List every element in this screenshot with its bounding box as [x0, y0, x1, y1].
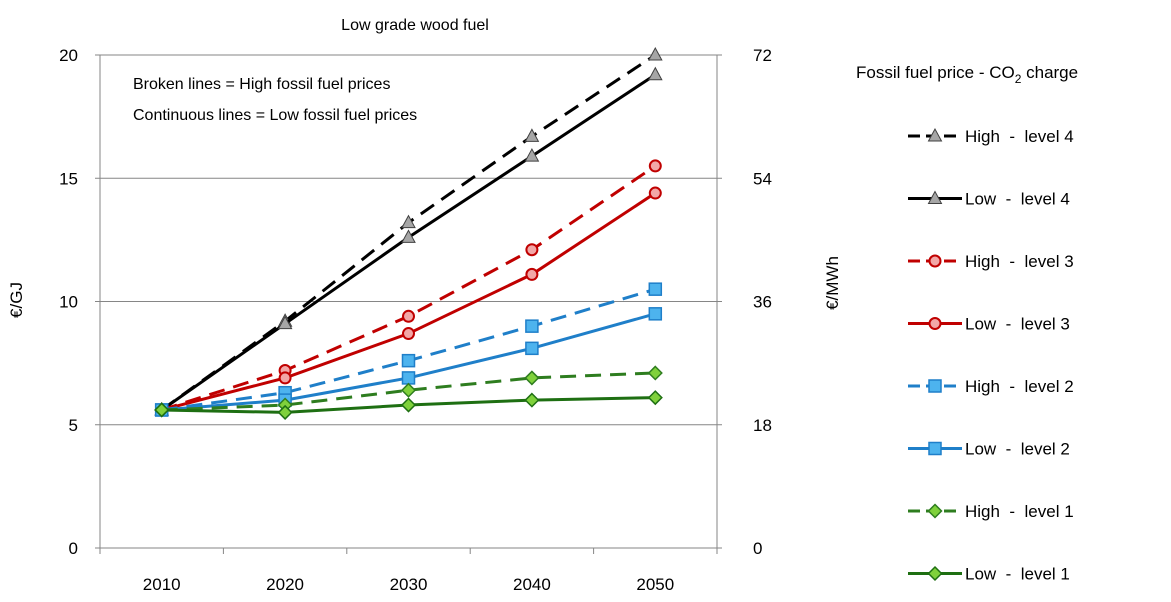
legend-marker-1 [927, 190, 943, 204]
legend-item-6: High - level 1 [908, 502, 1074, 521]
y-tick-label-2: 10 [59, 293, 78, 312]
series-2-point-3 [525, 243, 539, 257]
series-5-point-2 [401, 371, 416, 385]
x-tick-label-3: 2040 [513, 575, 551, 594]
series-7-point-2 [400, 397, 417, 413]
gridlines [100, 54, 717, 426]
series-7-point-0 [154, 402, 170, 418]
y2-tick-label-1: 18 [753, 416, 772, 435]
legend-title: Fossil fuel price - CO2 charge [856, 63, 1078, 86]
legend-item-3: Low - level 3 [908, 315, 1070, 334]
legend-marker-6 [927, 503, 943, 519]
series-1 [154, 66, 663, 416]
series-3-point-2 [402, 327, 415, 341]
legend-marker-2 [928, 254, 942, 268]
legend-marker-4 [928, 379, 942, 393]
series-0-point-3 [524, 128, 540, 142]
series-0-point-4 [647, 46, 663, 61]
y-axis-label: €/GJ [7, 282, 26, 318]
series-3-point-3 [525, 267, 539, 281]
series-7 [154, 390, 663, 420]
y2-tick-label-0: 0 [753, 539, 762, 558]
legend-label-1: Low - level 4 [965, 190, 1070, 209]
series-1-point-3 [524, 148, 540, 162]
y2-ticks: 0 18 36 54 72 [717, 46, 772, 558]
x-tick-label-2: 2030 [390, 575, 428, 594]
x-ticks: 2010 2020 2030 2040 2050 [99, 548, 718, 594]
y2-tick-label-2: 36 [753, 293, 772, 312]
legend-title-main: Fossil fuel price - CO [856, 63, 1015, 82]
series-5-point-4 [648, 307, 663, 321]
legend-label-3: Low - level 3 [965, 315, 1070, 334]
y-tick-label-4: 20 [59, 46, 78, 65]
series-1-point-1 [277, 315, 293, 330]
series-layer [154, 46, 663, 420]
legend-label-6: High - level 1 [965, 502, 1074, 521]
legend-title-tail: charge [1021, 63, 1078, 82]
series-1-point-4 [647, 66, 663, 81]
series-line-6 [161, 371, 656, 412]
series-4-point-2 [401, 353, 416, 368]
legend-label-7: Low - level 1 [965, 565, 1070, 584]
legend-marker-5 [928, 441, 942, 456]
series-0-point-2 [401, 214, 416, 229]
series-6-point-3 [524, 370, 540, 386]
legend-item-1: Low - level 4 [908, 190, 1070, 209]
series-7-point-1 [277, 404, 293, 420]
series-2-point-4 [648, 159, 662, 173]
series-6-point-2 [400, 382, 417, 398]
x-tick-label-1: 2020 [266, 575, 304, 594]
legend-label-4: High - level 2 [965, 377, 1074, 396]
series-3-point-4 [648, 186, 662, 200]
legend-item-7: Low - level 1 [908, 565, 1070, 584]
series-4-point-4 [648, 282, 663, 296]
legend-marker-0 [927, 127, 943, 142]
y2-tick-label-4: 72 [753, 46, 772, 65]
legend-item-4: High - level 2 [908, 377, 1074, 396]
y-tick-label-3: 15 [59, 169, 78, 188]
series-6-point-4 [647, 365, 663, 381]
legend-label-2: High - level 3 [965, 252, 1074, 271]
annotation-broken-lines: Broken lines = High fossil fuel prices [133, 76, 390, 93]
legend-marker-3 [928, 317, 942, 330]
legend-label-0: High - level 4 [965, 127, 1074, 146]
legend-label-5: Low - level 2 [965, 440, 1070, 459]
x-tick-label-0: 2010 [143, 575, 181, 594]
chart-title: Low grade wood fuel [341, 17, 489, 34]
legend-item-0: High - level 4 [908, 127, 1074, 146]
series-4-point-3 [525, 319, 539, 333]
series-3-point-1 [278, 371, 292, 385]
legend-item-2: High - level 3 [908, 252, 1074, 271]
series-1-point-2 [401, 229, 416, 243]
y-tick-label-1: 5 [69, 416, 78, 435]
x-tick-label-4: 2050 [636, 575, 674, 594]
legend-marker-7 [927, 565, 943, 582]
legend-title-subscript: 2 [1015, 72, 1022, 86]
y2-tick-label-3: 54 [753, 169, 772, 188]
series-7-point-4 [647, 390, 663, 406]
y-ticks: 0 5 10 15 20 [59, 46, 100, 558]
legend: High - level 4 Low - level 4 High - level … [908, 127, 1074, 584]
series-2-point-2 [402, 309, 415, 323]
legend-item-5: Low - level 2 [908, 440, 1070, 459]
series-7-point-3 [524, 392, 540, 408]
series-5-point-3 [525, 341, 539, 356]
annotation-continuous-lines: Continuous lines = Low fossil fuel price… [133, 107, 417, 124]
y-tick-label-0: 0 [69, 539, 78, 558]
y2-axis-label: €/MWh [823, 256, 842, 310]
series-3 [155, 186, 662, 417]
